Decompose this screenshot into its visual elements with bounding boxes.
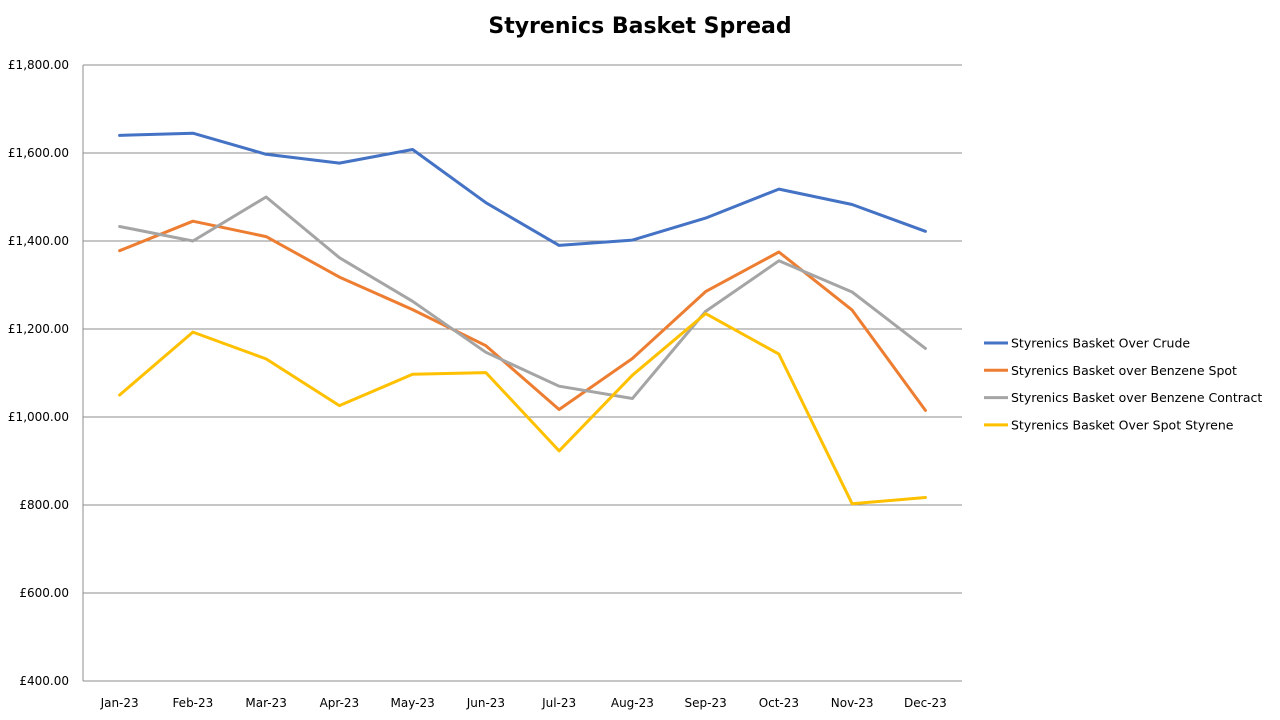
series-lines	[118, 131, 927, 506]
legend-label: Styrenics Basket over Benzene Contract	[1011, 390, 1262, 405]
y-tick-label: £1,600.00	[8, 146, 69, 160]
x-tick-label: Feb-23	[172, 696, 213, 710]
chart-title: Styrenics Basket Spread	[488, 14, 792, 39]
gridlines	[83, 64, 962, 682]
y-tick-label: £1,400.00	[8, 234, 69, 248]
y-tick-label: £600.00	[19, 586, 69, 600]
y-tick-label: £800.00	[19, 498, 69, 512]
x-tick-label: Jan-23	[100, 696, 139, 710]
legend-label: Styrenics Basket Over Spot Styrene	[1011, 417, 1234, 432]
x-tick-label: May-23	[391, 696, 435, 710]
y-tick-label: £1,200.00	[8, 322, 69, 336]
legend: Styrenics Basket Over Crude Styrenics Bas…	[984, 336, 1262, 432]
series-line-2	[118, 219, 927, 412]
x-tick-label: Jul-23	[541, 696, 576, 710]
x-tick-label: Oct-23	[759, 696, 799, 710]
y-tick-label: £1,000.00	[8, 410, 69, 424]
y-tick-label: £1,800.00	[8, 58, 69, 72]
x-tick-label: Jun-23	[466, 696, 505, 710]
legend-label: Styrenics Basket Over Crude	[1011, 336, 1190, 351]
x-tick-label: Sep-23	[685, 696, 727, 710]
x-tick-label: Aug-23	[611, 696, 654, 710]
x-axis-tick-labels: Jan-23 Feb-23 Mar-23 Apr-23 May-23 Jun-23 Jul-…	[100, 696, 947, 710]
x-tick-label: Nov-23	[831, 696, 874, 710]
y-tick-label: £400.00	[19, 674, 69, 688]
series-line-1	[118, 131, 927, 247]
series-line-4	[118, 312, 927, 506]
legend-label: Styrenics Basket over Benzene Spot	[1011, 363, 1237, 378]
x-tick-label: Apr-23	[320, 696, 360, 710]
series-line-3	[118, 195, 927, 400]
x-tick-label: Dec-23	[904, 696, 947, 710]
x-tick-label: Mar-23	[245, 696, 286, 710]
y-axis-tick-labels: £400.00 £600.00 £800.00 £1,000.00 £1,200.00 £…	[8, 58, 69, 688]
